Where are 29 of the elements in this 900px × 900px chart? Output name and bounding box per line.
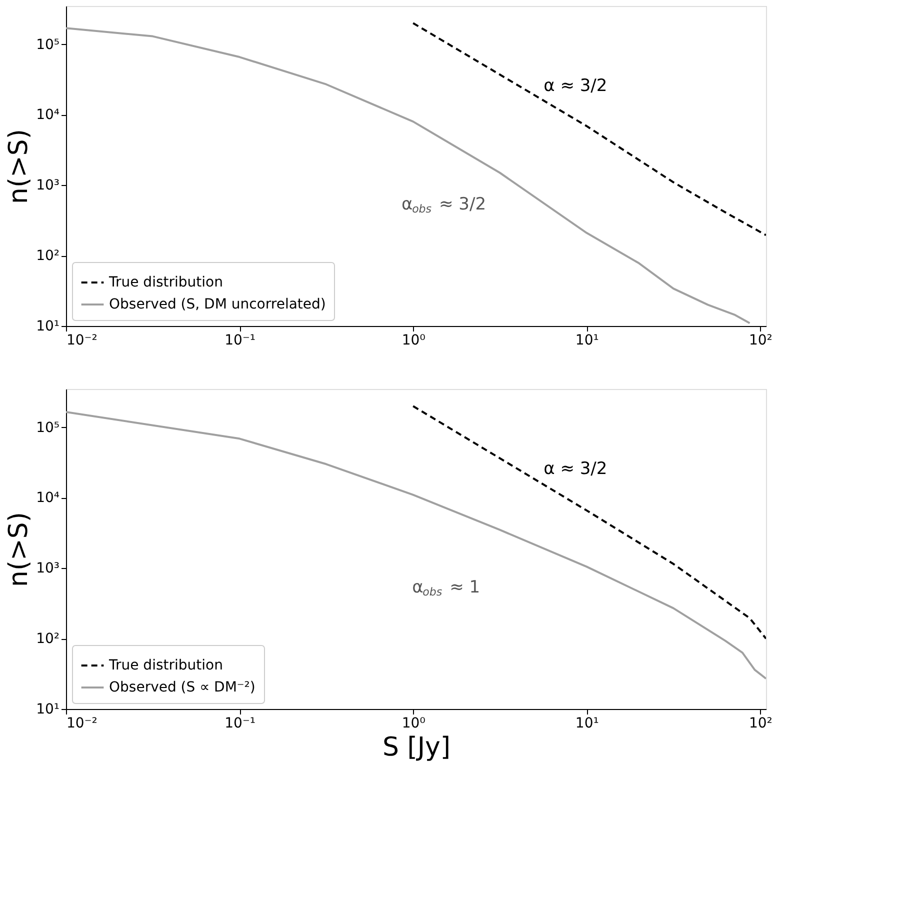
x-tick-label: 10¹: [575, 332, 599, 348]
legend-label: True distribution: [108, 658, 223, 674]
x-axis-title: S [Jy]: [382, 732, 451, 762]
legend-label: True distribution: [108, 274, 223, 290]
legend-label: Observed (S ∝ DM⁻²): [109, 680, 256, 696]
y-tick-label: 10³: [36, 178, 60, 194]
y-axis-title: n(>S): [4, 512, 34, 588]
legend-label: Observed (S, DM uncorrelated): [109, 296, 326, 312]
y-axis-title: n(>S): [4, 128, 34, 204]
y-tick-label: 10⁵: [36, 36, 60, 53]
x-tick-label: 10⁰: [402, 332, 426, 348]
y-tick-label: 10⁴: [36, 107, 60, 124]
y-tick-label: 10²: [36, 631, 60, 648]
annotation: α ≈ 3/2: [544, 76, 608, 96]
x-tick-label: 10²: [748, 332, 772, 348]
x-tick-label: 10⁻¹: [224, 332, 256, 348]
y-tick-label: 10¹: [36, 318, 60, 334]
y-tick-label: 10¹: [36, 702, 60, 718]
x-tick-label: 10⁰: [402, 716, 426, 732]
x-tick-label: 10⁻²: [66, 332, 98, 348]
y-tick-label: 10⁴: [36, 490, 60, 506]
y-tick-label: 10⁵: [36, 420, 60, 436]
x-tick-label: 10⁻¹: [224, 716, 256, 732]
y-tick-label: 10²: [36, 248, 60, 264]
x-tick-label: 10²: [748, 716, 772, 732]
x-tick-label: 10¹: [575, 716, 599, 732]
y-tick-label: 10³: [36, 560, 60, 577]
x-tick-label: 10⁻²: [66, 716, 98, 732]
annotation: α ≈ 3/2: [544, 459, 608, 479]
